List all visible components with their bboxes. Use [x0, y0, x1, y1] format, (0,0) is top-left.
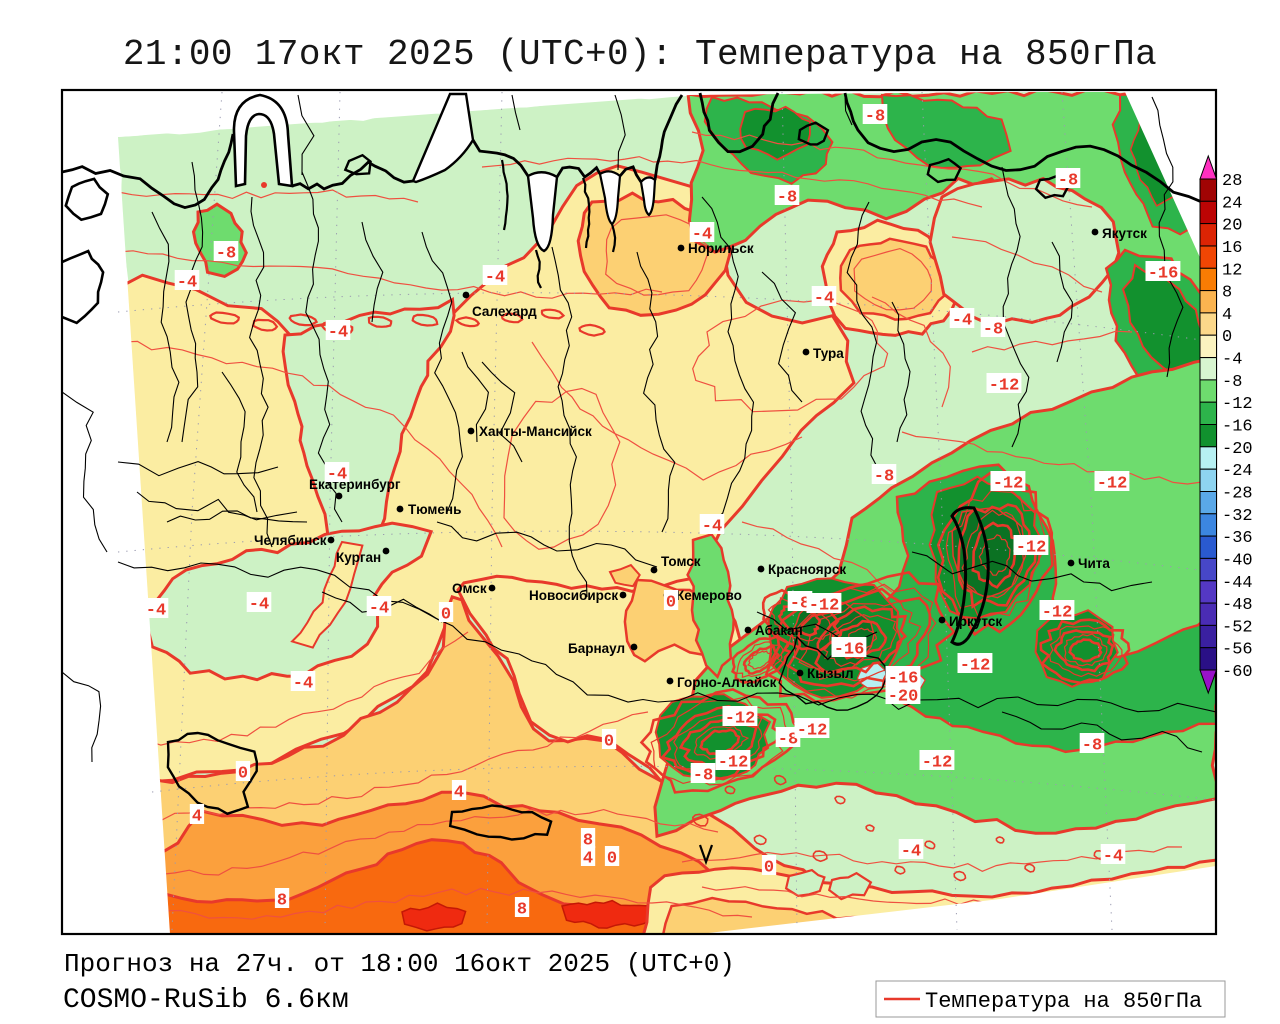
svg-text:-8: -8 — [983, 321, 1003, 340]
svg-text:-44: -44 — [1222, 574, 1253, 593]
svg-text:Красноярск: Красноярск — [768, 562, 846, 577]
svg-text:Якутск: Якутск — [1102, 226, 1147, 241]
svg-text:-16: -16 — [834, 641, 865, 660]
svg-text:Кемерово: Кемерово — [676, 588, 742, 603]
svg-text:Кызыл: Кызыл — [807, 666, 854, 681]
svg-text:-4: -4 — [485, 269, 505, 288]
svg-text:Прогноз на 27ч. от 18:00 16окт: Прогноз на 27ч. от 18:00 16окт 2025 (UTC… — [64, 949, 735, 979]
svg-text:4: 4 — [192, 808, 202, 827]
svg-text:0: 0 — [607, 850, 617, 869]
svg-text:-12: -12 — [1016, 539, 1047, 558]
svg-text:-12: -12 — [809, 597, 840, 616]
svg-text:-4: -4 — [293, 675, 313, 694]
svg-text:-12: -12 — [1222, 395, 1253, 414]
svg-text:Челябинск: Челябинск — [254, 533, 327, 548]
svg-text:21:00 17окт 2025 (UTC+0): Темп: 21:00 17окт 2025 (UTC+0): Температура на… — [123, 34, 1157, 75]
svg-text:-28: -28 — [1222, 485, 1253, 504]
svg-text:-12: -12 — [993, 475, 1024, 494]
svg-text:-12: -12 — [989, 377, 1020, 396]
svg-text:-8: -8 — [865, 108, 885, 127]
svg-text:-8: -8 — [778, 731, 798, 750]
svg-text:-8: -8 — [1058, 172, 1078, 191]
svg-text:Температура на 850гПа: Температура на 850гПа — [925, 989, 1202, 1014]
svg-text:Чита: Чита — [1078, 556, 1110, 571]
svg-text:-4: -4 — [901, 843, 921, 862]
svg-text:Горно-Алтайск: Горно-Алтайск — [677, 675, 777, 690]
svg-text:-36: -36 — [1222, 529, 1253, 548]
svg-text:Иркутск: Иркутск — [949, 614, 1002, 629]
svg-text:0: 0 — [666, 594, 676, 613]
svg-text:-8: -8 — [790, 595, 810, 614]
svg-text:-16: -16 — [1222, 418, 1253, 437]
svg-text:-12: -12 — [1042, 604, 1073, 623]
svg-text:-12: -12 — [1097, 475, 1128, 494]
svg-text:4: 4 — [1222, 306, 1232, 325]
svg-text:Омск: Омск — [452, 581, 487, 596]
svg-text:Томск: Томск — [661, 554, 701, 569]
svg-text:-24: -24 — [1222, 462, 1253, 481]
svg-text:Ханты-Мансийск: Ханты-Мансийск — [479, 424, 592, 439]
svg-text:-60: -60 — [1222, 663, 1253, 682]
svg-text:8: 8 — [1222, 284, 1232, 303]
svg-text:-4: -4 — [328, 324, 348, 343]
svg-text:-32: -32 — [1222, 507, 1253, 526]
svg-text:0: 0 — [441, 606, 451, 625]
svg-text:-8: -8 — [874, 468, 894, 487]
svg-text:8: 8 — [277, 892, 287, 911]
svg-text:-52: -52 — [1222, 618, 1253, 637]
svg-text:12: 12 — [1222, 261, 1242, 280]
svg-text:Салехард: Салехард — [472, 304, 537, 319]
svg-text:Норильск: Норильск — [688, 241, 754, 256]
svg-text:Новосибирск: Новосибирск — [529, 588, 618, 603]
svg-text:4: 4 — [454, 784, 464, 803]
svg-text:-20: -20 — [888, 688, 919, 707]
svg-text:0: 0 — [238, 765, 248, 784]
svg-text:-4: -4 — [327, 466, 347, 485]
svg-text:-12: -12 — [922, 754, 953, 773]
svg-text:-4: -4 — [369, 600, 389, 619]
svg-text:-8: -8 — [693, 767, 713, 786]
svg-text:-8: -8 — [777, 189, 797, 208]
svg-text:Курган: Курган — [336, 550, 381, 565]
svg-text:-4: -4 — [1103, 848, 1123, 867]
svg-text:24: 24 — [1222, 194, 1242, 213]
svg-text:16: 16 — [1222, 239, 1242, 258]
svg-text:-4: -4 — [177, 274, 197, 293]
svg-text:-4: -4 — [952, 312, 972, 331]
svg-text:28: 28 — [1222, 172, 1242, 191]
svg-text:-12: -12 — [718, 754, 749, 773]
svg-text:Барнаул: Барнаул — [568, 641, 625, 656]
svg-text:Абакан: Абакан — [755, 623, 803, 638]
svg-text:4: 4 — [583, 850, 593, 869]
svg-text:0: 0 — [604, 733, 614, 752]
svg-text:-12: -12 — [960, 657, 991, 676]
svg-text:Тура: Тура — [813, 346, 844, 361]
svg-text:Тюмень: Тюмень — [408, 502, 461, 517]
svg-text:-16: -16 — [1148, 265, 1179, 284]
svg-text:-20: -20 — [1222, 440, 1253, 459]
svg-text:-4: -4 — [249, 596, 269, 615]
svg-text:0: 0 — [1222, 328, 1232, 347]
svg-text:20: 20 — [1222, 217, 1242, 236]
svg-text:-4: -4 — [146, 602, 166, 621]
svg-text:8: 8 — [583, 832, 593, 851]
svg-text:-4: -4 — [1222, 351, 1242, 370]
svg-text:COSMO-RuSib 6.6км: COSMO-RuSib 6.6км — [63, 985, 349, 1016]
svg-text:Екатеринбург: Екатеринбург — [309, 477, 401, 492]
svg-text:8: 8 — [517, 901, 527, 920]
svg-text:-16: -16 — [888, 670, 919, 689]
svg-text:-12: -12 — [797, 722, 828, 741]
svg-text:-8: -8 — [216, 245, 236, 264]
svg-text:-40: -40 — [1222, 551, 1253, 570]
svg-text:-56: -56 — [1222, 641, 1253, 660]
svg-text:-12: -12 — [725, 710, 756, 729]
svg-text:-4: -4 — [702, 518, 722, 537]
svg-text:-8: -8 — [1222, 373, 1242, 392]
svg-text:-48: -48 — [1222, 596, 1253, 615]
svg-text:-4: -4 — [814, 290, 834, 309]
svg-text:-4: -4 — [692, 226, 712, 245]
svg-text:-8: -8 — [1082, 737, 1102, 756]
svg-text:0: 0 — [764, 859, 774, 878]
